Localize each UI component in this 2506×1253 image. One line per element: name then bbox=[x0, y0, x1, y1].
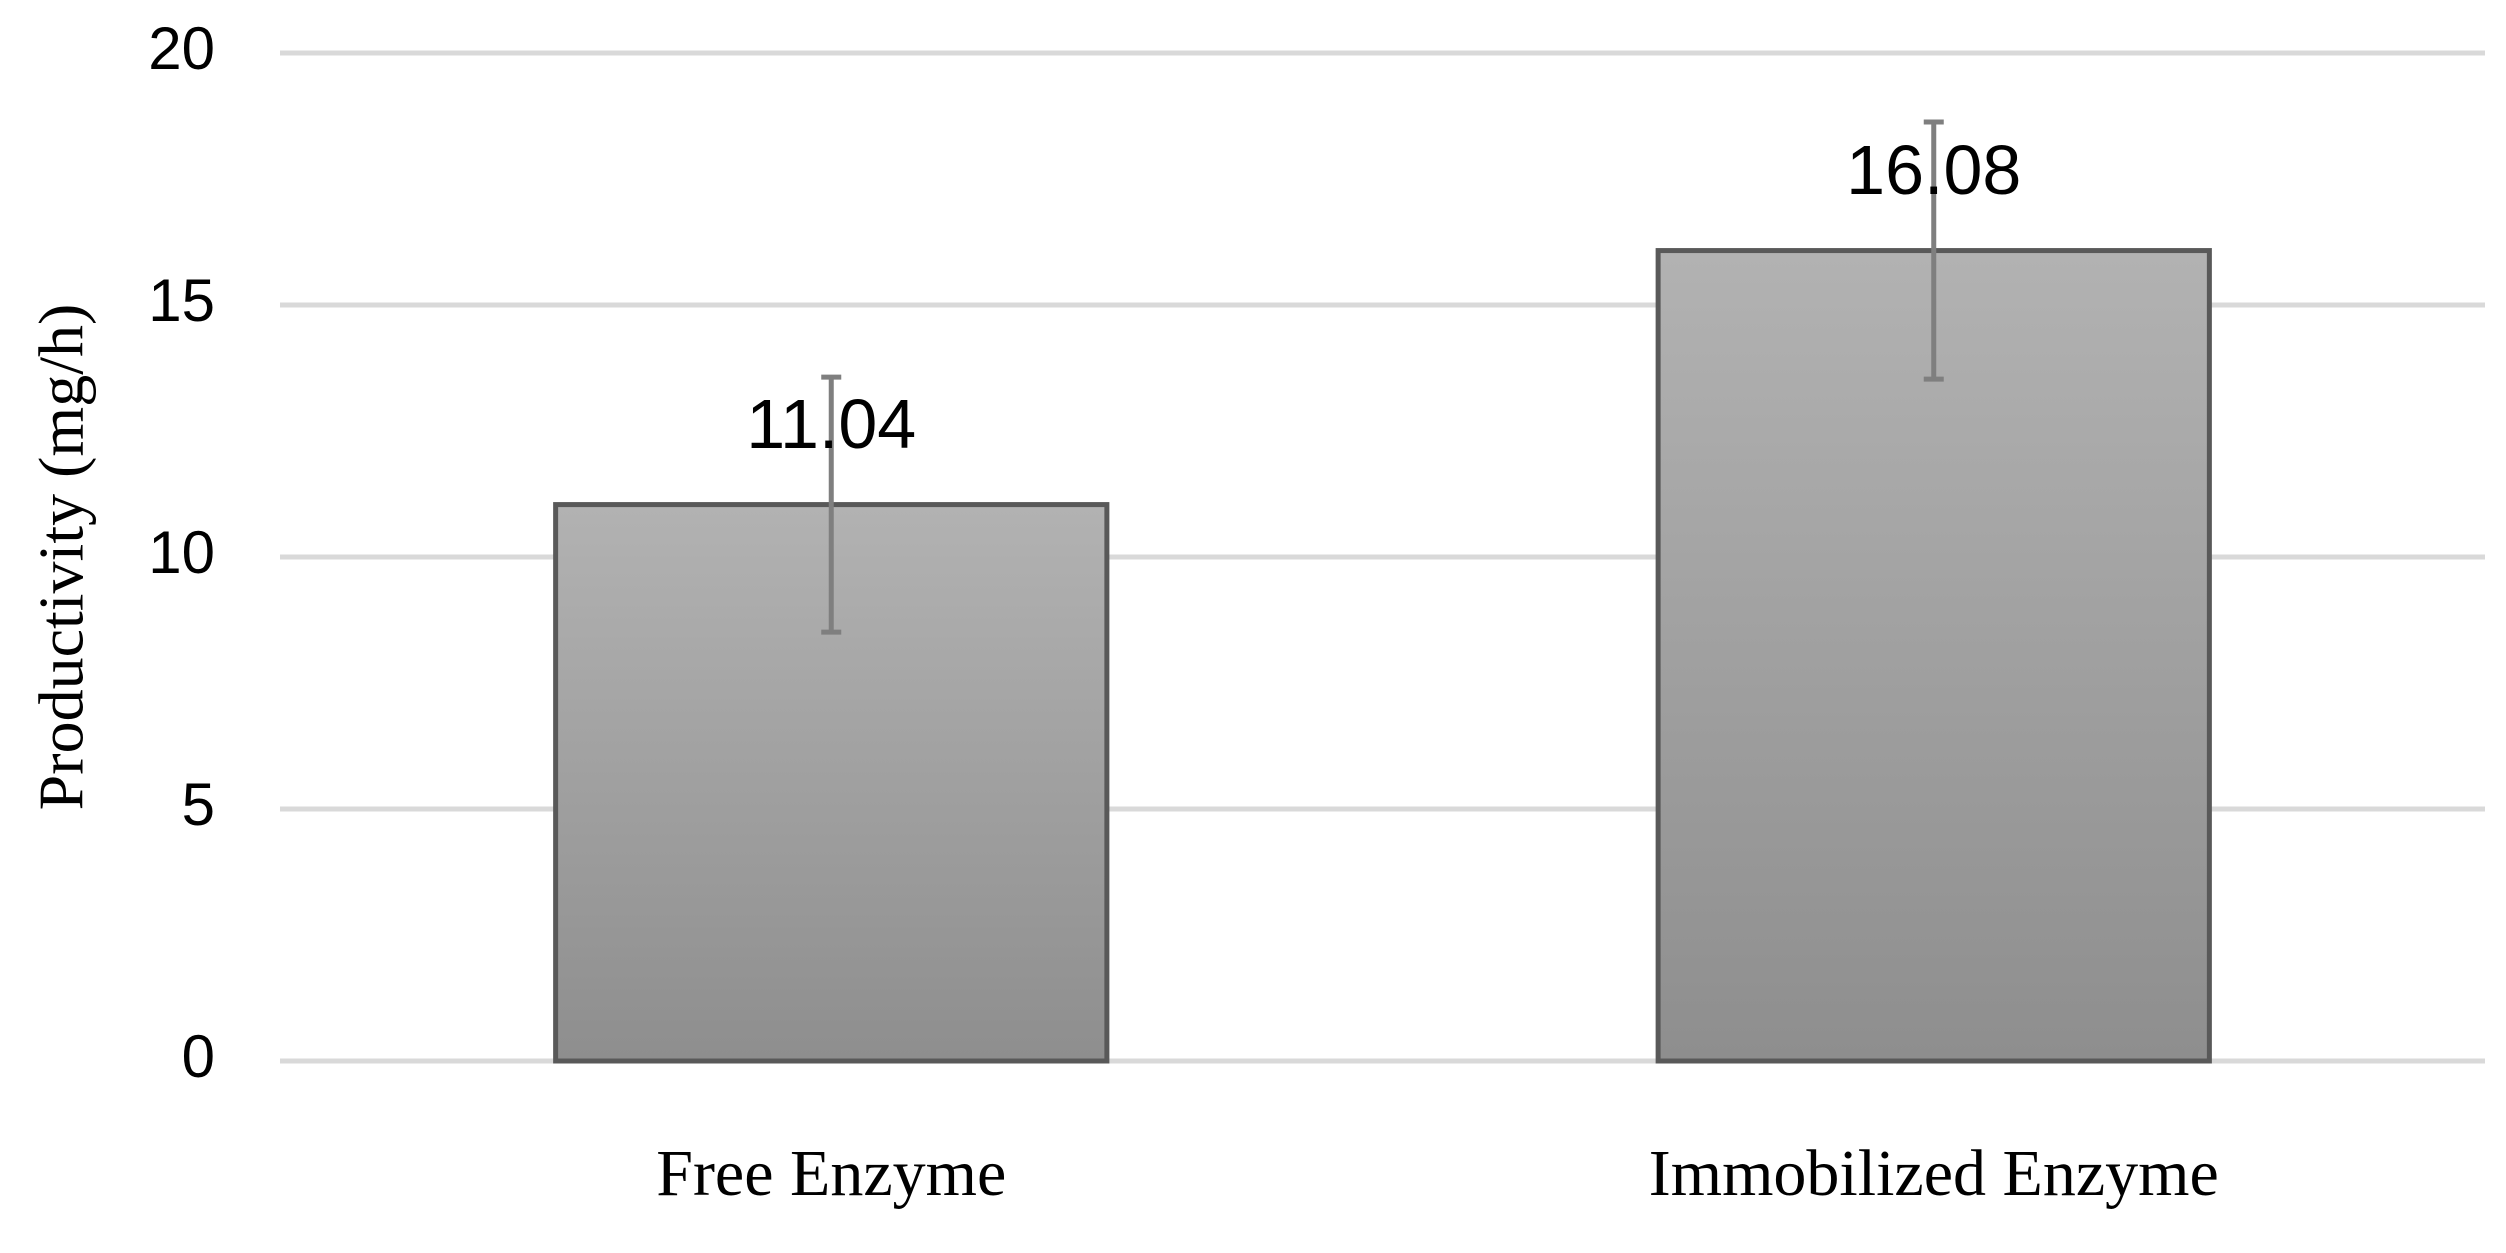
bar bbox=[1655, 248, 2212, 1064]
y-axis-title: Productivity (mg/h) bbox=[26, 304, 97, 811]
value-label: 16.08 bbox=[1846, 131, 2021, 209]
x-tick-label: Free Enzyme bbox=[656, 1137, 1006, 1210]
x-tick-label: Immobilized Enzyme bbox=[1649, 1137, 2219, 1210]
y-tick-label: 20 bbox=[148, 15, 215, 82]
y-tick-label: 10 bbox=[148, 519, 215, 586]
error-bar bbox=[821, 374, 842, 635]
value-label: 11.04 bbox=[746, 385, 916, 463]
y-tick-label: 5 bbox=[182, 771, 215, 838]
y-tick-label: 0 bbox=[182, 1023, 215, 1090]
error-bar bbox=[1923, 119, 1944, 382]
y-tick-label: 15 bbox=[148, 267, 215, 334]
